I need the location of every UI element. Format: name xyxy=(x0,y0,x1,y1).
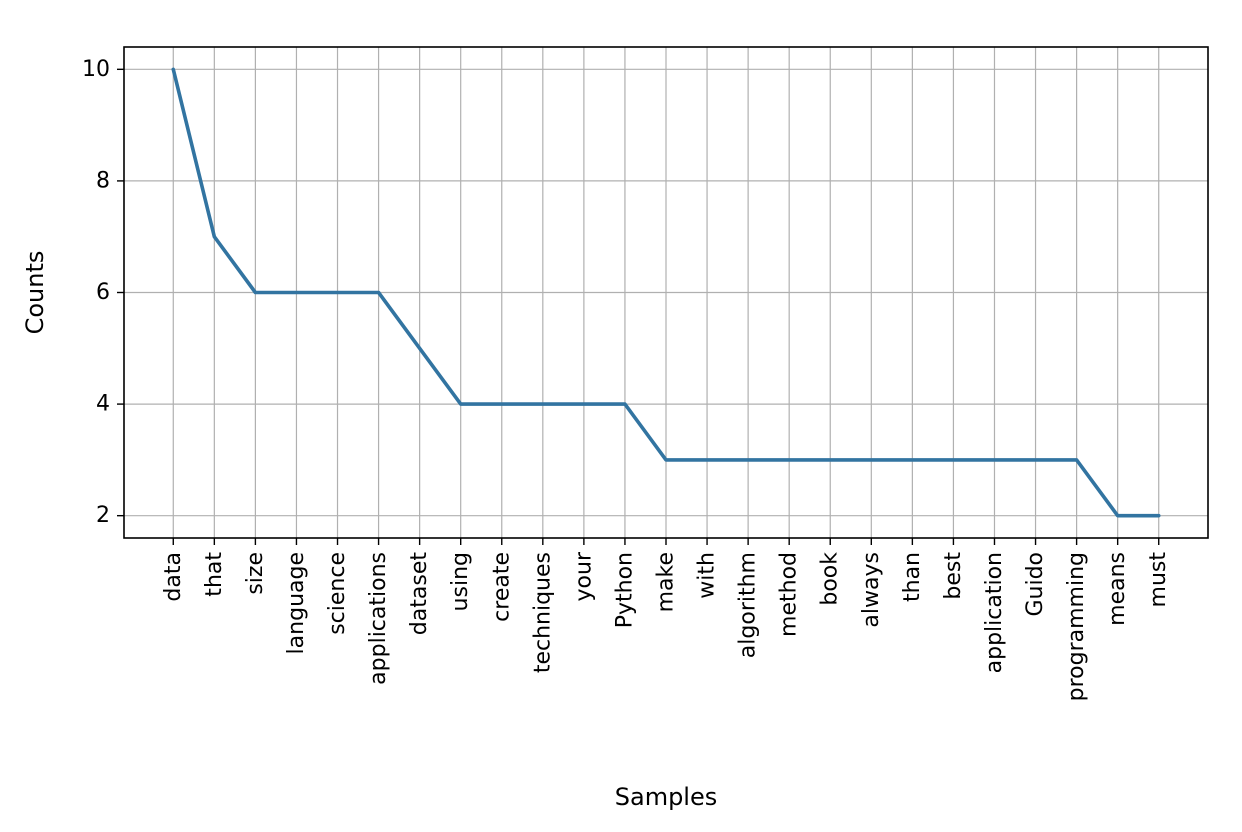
x-tick-label: always xyxy=(859,552,884,628)
y-tick-label: 4 xyxy=(96,392,110,417)
series xyxy=(171,67,1161,518)
x-tick-label: Python xyxy=(612,552,637,628)
x-tick-label: data xyxy=(161,552,186,602)
x-tick-label: Guido xyxy=(1023,552,1048,617)
x-tick-label: best xyxy=(941,552,966,600)
x-tick-label: make xyxy=(654,552,679,612)
x-tick-label: book xyxy=(818,552,843,606)
x-tick-label: dataset xyxy=(407,552,432,636)
tick-labels: data that size language science applications d… xyxy=(82,57,1171,702)
x-tick-label: with xyxy=(695,552,720,599)
x-tick-label: must xyxy=(1146,552,1171,608)
y-tick-label: 2 xyxy=(96,503,110,528)
x-tick-label: science xyxy=(325,552,350,635)
ticks xyxy=(117,68,1160,545)
x-tick-label: algorithm xyxy=(736,552,761,658)
x-tick-label: application xyxy=(982,552,1007,673)
x-tick-label: create xyxy=(489,552,514,622)
x-tick-label: programming xyxy=(1064,552,1089,701)
x-tick-label: method xyxy=(777,552,802,637)
x-tick-label: size xyxy=(243,552,268,595)
x-tick-label: your xyxy=(571,551,596,601)
x-tick-label: techniques xyxy=(530,552,555,673)
x-axis-title: Samples xyxy=(615,783,718,811)
grid xyxy=(124,47,1208,538)
x-tick-label: using xyxy=(448,552,473,611)
series-line xyxy=(171,67,1161,518)
y-tick-label: 6 xyxy=(96,280,110,305)
x-tick-label: applications xyxy=(366,552,391,685)
x-tick-label: means xyxy=(1105,552,1130,626)
y-tick-label: 8 xyxy=(96,168,110,193)
x-tick-label: than xyxy=(900,552,925,602)
y-axis-title: Counts xyxy=(21,251,49,335)
y-tick-label: 10 xyxy=(82,57,110,82)
x-tick-label: that xyxy=(202,552,227,597)
x-tick-label: language xyxy=(284,552,309,654)
